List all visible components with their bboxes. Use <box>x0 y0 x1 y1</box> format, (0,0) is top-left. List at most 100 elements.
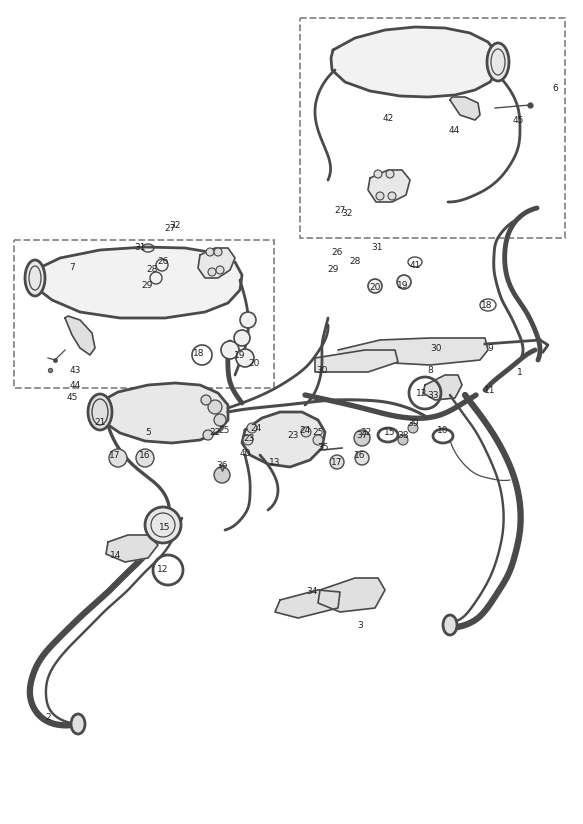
Text: 33: 33 <box>427 391 439 400</box>
Circle shape <box>234 330 250 346</box>
Polygon shape <box>318 578 385 612</box>
Circle shape <box>136 449 154 467</box>
Text: 32: 32 <box>341 208 353 218</box>
Text: 25: 25 <box>218 425 230 434</box>
Circle shape <box>408 423 418 433</box>
Text: 18: 18 <box>481 301 493 310</box>
Text: 14: 14 <box>110 551 122 560</box>
Text: 12: 12 <box>157 565 168 574</box>
Text: 34: 34 <box>306 588 318 597</box>
Text: 44: 44 <box>448 125 459 134</box>
Text: 10: 10 <box>437 425 449 434</box>
Text: 13: 13 <box>269 457 281 466</box>
Text: 9: 9 <box>487 344 493 353</box>
Circle shape <box>247 423 257 433</box>
Text: 16: 16 <box>139 451 151 460</box>
Circle shape <box>109 449 127 467</box>
Text: 41: 41 <box>409 260 421 269</box>
Circle shape <box>386 170 394 178</box>
Polygon shape <box>275 590 340 618</box>
Text: 29: 29 <box>327 265 339 274</box>
Circle shape <box>330 455 344 469</box>
Text: 38: 38 <box>397 430 409 439</box>
Text: 6: 6 <box>552 83 558 92</box>
Text: 44: 44 <box>69 381 80 390</box>
Text: 19: 19 <box>234 350 246 359</box>
Circle shape <box>208 268 216 276</box>
Circle shape <box>208 400 222 414</box>
Circle shape <box>388 192 396 200</box>
Circle shape <box>368 279 382 293</box>
Text: 18: 18 <box>193 349 205 358</box>
Text: 11: 11 <box>484 386 496 395</box>
Text: 17: 17 <box>109 451 121 460</box>
Text: 30: 30 <box>430 344 442 353</box>
Text: 28: 28 <box>146 265 157 274</box>
Text: 32: 32 <box>169 221 181 230</box>
Text: 7: 7 <box>69 264 75 273</box>
Text: 15: 15 <box>159 523 171 532</box>
Text: 8: 8 <box>427 366 433 374</box>
Text: 27: 27 <box>334 205 346 214</box>
Circle shape <box>214 248 222 256</box>
Text: 37: 37 <box>356 430 368 439</box>
Polygon shape <box>106 535 158 562</box>
Polygon shape <box>100 383 228 443</box>
Polygon shape <box>65 316 95 355</box>
Ellipse shape <box>88 394 112 430</box>
Text: 5: 5 <box>145 428 151 437</box>
Circle shape <box>376 192 384 200</box>
Text: 21: 21 <box>94 418 106 427</box>
Circle shape <box>216 266 224 274</box>
Text: 20: 20 <box>248 358 259 368</box>
Ellipse shape <box>25 260 45 296</box>
Text: 3: 3 <box>357 620 363 630</box>
Ellipse shape <box>71 714 85 734</box>
Text: 20: 20 <box>369 283 381 292</box>
Text: 42: 42 <box>382 114 394 123</box>
Text: 45: 45 <box>512 115 524 124</box>
Circle shape <box>313 435 323 445</box>
Text: 23: 23 <box>243 433 255 442</box>
Bar <box>300 18 565 238</box>
Text: 16: 16 <box>354 451 366 460</box>
Text: 12: 12 <box>416 388 428 397</box>
Text: 29: 29 <box>141 280 153 289</box>
Text: 15: 15 <box>384 428 396 437</box>
Circle shape <box>397 275 411 289</box>
Ellipse shape <box>487 43 509 81</box>
Text: 22: 22 <box>209 428 220 437</box>
Circle shape <box>243 435 253 445</box>
Polygon shape <box>30 247 242 318</box>
Circle shape <box>214 467 230 483</box>
Circle shape <box>301 427 311 437</box>
Text: 36: 36 <box>216 461 228 470</box>
Text: 39: 39 <box>408 419 419 428</box>
Circle shape <box>240 312 256 328</box>
Text: 24: 24 <box>250 424 262 433</box>
Text: 35: 35 <box>317 442 329 452</box>
Polygon shape <box>335 338 488 368</box>
Text: 31: 31 <box>134 242 146 251</box>
Text: 30: 30 <box>316 366 328 374</box>
Circle shape <box>354 430 370 446</box>
Polygon shape <box>423 375 462 400</box>
Text: 22: 22 <box>360 428 371 437</box>
Circle shape <box>206 248 214 256</box>
Polygon shape <box>331 27 498 97</box>
Text: 26: 26 <box>331 247 343 256</box>
Circle shape <box>145 507 181 543</box>
Text: 19: 19 <box>397 280 409 289</box>
Text: 24: 24 <box>300 425 311 434</box>
Circle shape <box>214 414 226 426</box>
Text: 45: 45 <box>66 392 78 401</box>
Circle shape <box>201 395 211 405</box>
Bar <box>14 240 274 388</box>
Text: 28: 28 <box>349 258 361 266</box>
Text: 31: 31 <box>371 242 383 251</box>
Text: 27: 27 <box>164 223 175 232</box>
Polygon shape <box>450 97 480 120</box>
Text: 25: 25 <box>312 428 324 437</box>
Polygon shape <box>242 412 325 467</box>
Circle shape <box>374 170 382 178</box>
